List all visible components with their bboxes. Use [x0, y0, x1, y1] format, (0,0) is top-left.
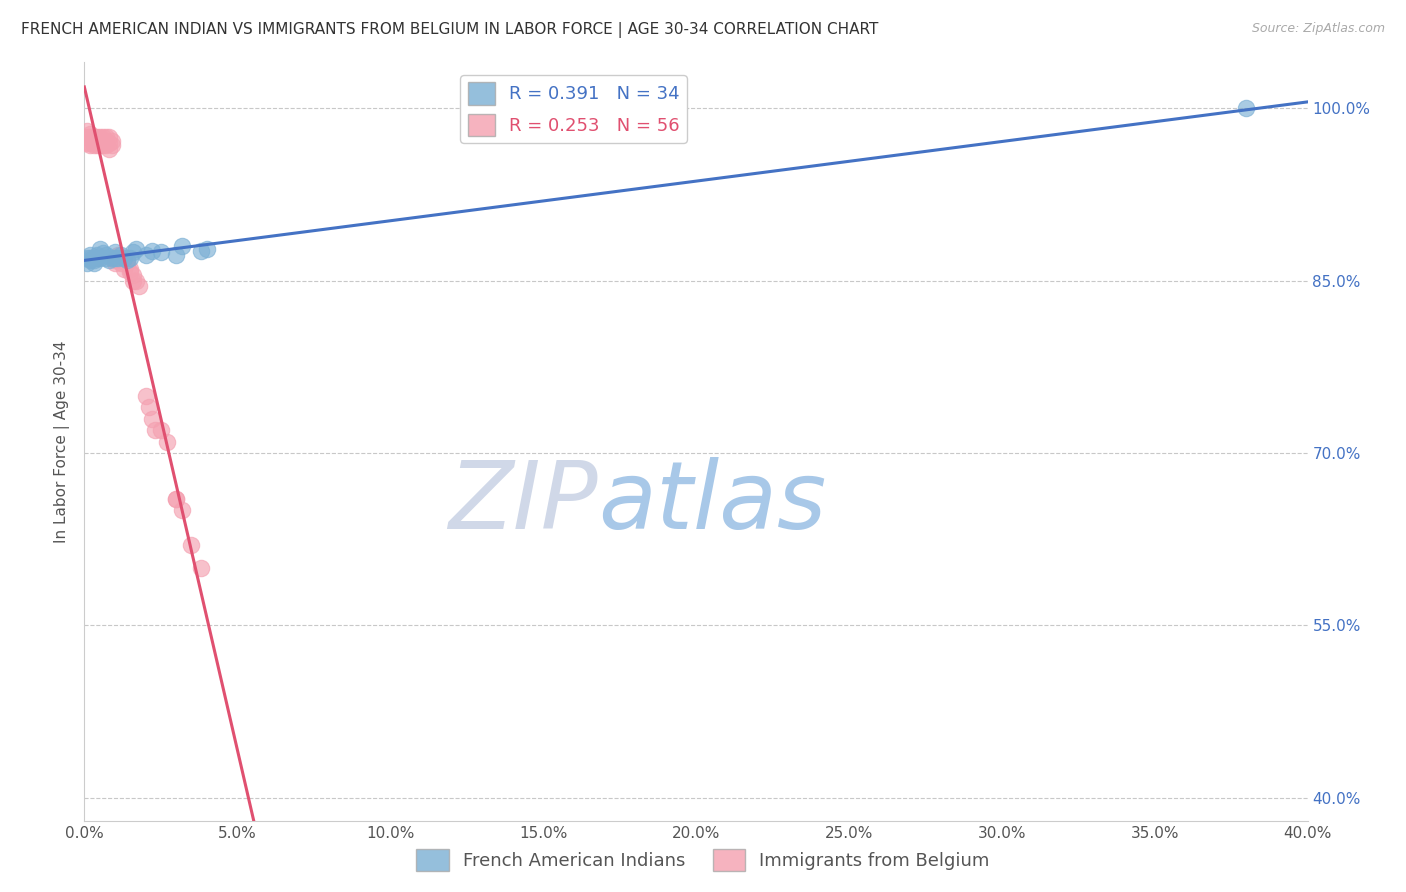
Point [120, 251, 142, 265]
Point [172, 503, 194, 517]
Point [86, 248, 108, 262]
Point [122, 268, 145, 282]
Point [86, 138, 108, 153]
Point [89, 251, 111, 265]
Point [83, 256, 105, 270]
Text: atlas: atlas [598, 457, 827, 548]
Point [112, 253, 135, 268]
Point [86, 136, 108, 150]
Point [120, 264, 142, 278]
Point [94, 248, 117, 262]
Point [143, 423, 166, 437]
Point [91, 138, 114, 153]
Point [195, 242, 218, 256]
Point [115, 253, 138, 268]
Point [101, 251, 124, 265]
Point [125, 242, 148, 256]
Point [172, 239, 194, 253]
Point [89, 136, 111, 150]
Point [83, 134, 105, 148]
Point [91, 130, 114, 145]
Point [76, 136, 98, 150]
Point [94, 138, 117, 153]
Point [122, 245, 145, 260]
Point [79, 253, 101, 268]
Point [165, 491, 187, 506]
Y-axis label: In Labor Force | Age 30-34: In Labor Force | Age 30-34 [55, 340, 70, 543]
Point [79, 138, 101, 153]
Point [89, 242, 111, 256]
Text: ZIP: ZIP [449, 457, 598, 548]
Point [149, 423, 172, 437]
Point [110, 251, 132, 265]
Point [97, 136, 120, 150]
Point [107, 251, 129, 265]
Point [89, 130, 111, 145]
Point [165, 248, 187, 262]
Text: Source: ZipAtlas.com: Source: ZipAtlas.com [1251, 22, 1385, 36]
Point [86, 251, 108, 265]
Point [107, 248, 129, 262]
Point [79, 248, 101, 262]
Point [110, 256, 132, 270]
Point [1236, 102, 1258, 116]
Point [101, 134, 124, 148]
Point [135, 388, 157, 402]
Point [79, 127, 101, 141]
Point [89, 134, 111, 148]
Point [128, 279, 150, 293]
Point [141, 411, 163, 425]
Point [180, 538, 202, 552]
Point [104, 251, 127, 265]
Point [76, 124, 98, 138]
Point [76, 130, 98, 145]
Point [149, 245, 172, 260]
Legend: French American Indians, Immigrants from Belgium: French American Indians, Immigrants from… [409, 842, 997, 879]
Point [112, 262, 135, 277]
Point [125, 274, 148, 288]
Point [83, 136, 105, 150]
Point [76, 256, 98, 270]
Point [156, 434, 179, 449]
Point [86, 130, 108, 145]
Point [104, 251, 127, 265]
Point [190, 244, 212, 258]
Point [190, 561, 212, 575]
Point [97, 253, 120, 268]
Point [89, 138, 111, 153]
Point [83, 251, 105, 265]
Point [104, 256, 127, 270]
Text: FRENCH AMERICAN INDIAN VS IMMIGRANTS FROM BELGIUM IN LABOR FORCE | AGE 30-34 COR: FRENCH AMERICAN INDIAN VS IMMIGRANTS FRO… [21, 22, 879, 38]
Point [97, 142, 120, 156]
Point [141, 244, 163, 258]
Legend: R = 0.391   N = 34, R = 0.253   N = 56: R = 0.391 N = 34, R = 0.253 N = 56 [460, 75, 688, 143]
Point [79, 130, 101, 145]
Point [101, 138, 124, 153]
Point [76, 251, 98, 265]
Point [83, 138, 105, 153]
Point [97, 130, 120, 145]
Point [112, 251, 135, 265]
Point [115, 256, 138, 270]
Point [120, 262, 142, 277]
Point [104, 253, 127, 268]
Point [79, 136, 101, 150]
Point [83, 253, 105, 268]
Point [122, 274, 145, 288]
Point [94, 251, 117, 265]
Point [91, 136, 114, 150]
Point [83, 130, 105, 145]
Point [107, 253, 129, 268]
Point [135, 248, 157, 262]
Point [94, 130, 117, 145]
Point [165, 491, 187, 506]
Point [91, 246, 114, 260]
Point [110, 248, 132, 262]
Point [79, 251, 101, 265]
Point [104, 245, 127, 260]
Point [138, 400, 160, 414]
Point [94, 134, 117, 148]
